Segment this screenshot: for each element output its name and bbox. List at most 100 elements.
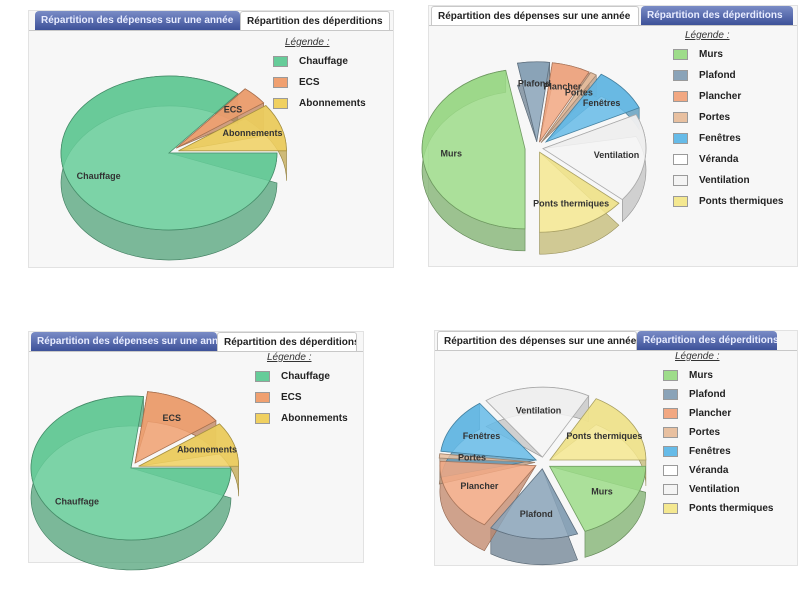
legend-swatch xyxy=(663,427,678,438)
legend-label: Véranda xyxy=(689,465,729,476)
legend-title: Légende : xyxy=(675,351,720,362)
legend-swatch xyxy=(673,112,688,123)
pie-slice[interactable] xyxy=(544,73,640,143)
slice-label: Abonnements xyxy=(177,445,237,455)
slice-label: Plafond xyxy=(520,509,553,519)
legend-item: Ventilation xyxy=(663,482,740,501)
legend-swatch xyxy=(673,91,688,102)
slice-label: Abonnements xyxy=(222,128,282,138)
tab-deperditions[interactable]: Répartition des déperditions xyxy=(637,331,777,350)
pie-slice[interactable] xyxy=(440,402,538,461)
pie-slice[interactable] xyxy=(134,391,217,464)
slice-label: Ponts thermiques xyxy=(566,431,642,441)
legend-swatch xyxy=(663,446,678,457)
pie-slice[interactable] xyxy=(30,395,232,541)
slice-label: Chauffage xyxy=(55,497,99,507)
legend-item: Abonnements xyxy=(255,411,348,432)
tab-deperditions[interactable]: Répartition des déperditions xyxy=(217,332,357,351)
pie-chart: MursPlafondPlancherPortesFenêtresVentila… xyxy=(438,386,647,566)
tab-depenses[interactable]: Répartition des dépenses sur une année xyxy=(437,331,637,350)
pie-slice[interactable] xyxy=(60,75,278,231)
slice-label: Chauffage xyxy=(77,171,121,181)
legend-label: Fenêtres xyxy=(689,446,731,457)
tab-depenses[interactable]: Répartition des dépenses sur une année xyxy=(31,332,217,351)
tab-depenses[interactable]: Répartition des dépenses sur une année xyxy=(35,11,240,30)
legend-item: ECS xyxy=(273,75,330,96)
legend-item: Ventilation xyxy=(673,173,750,194)
tab-divider xyxy=(29,351,363,352)
pie-slice[interactable] xyxy=(549,398,647,461)
pie-slice[interactable] xyxy=(439,460,537,526)
slice-label: Fenêtres xyxy=(463,431,501,441)
legend-label: Portes xyxy=(699,112,731,123)
legend-label: ECS xyxy=(281,392,302,403)
tab-depenses[interactable]: Répartition des dépenses sur une année xyxy=(431,6,639,25)
pie-slice[interactable] xyxy=(539,151,620,233)
slice-label: ECS xyxy=(224,105,243,115)
legend-item: Ponts thermiques xyxy=(663,501,773,520)
legend-item: Plancher xyxy=(663,406,731,425)
legend-swatch xyxy=(273,77,288,88)
legend: Légende : Murs Plafond Plancher Portes F… xyxy=(663,351,773,520)
legend-label: Chauffage xyxy=(281,371,330,382)
pie-slice[interactable] xyxy=(421,69,526,230)
legend-swatch xyxy=(673,196,688,207)
pie-slice[interactable] xyxy=(176,88,265,149)
chart-panel-bottom-right: Répartition des dépenses sur une année R… xyxy=(434,330,798,566)
chart-panel-bottom-left: Répartition des dépenses sur une année R… xyxy=(28,331,364,571)
legend-label: ECS xyxy=(299,77,320,88)
legend-swatch xyxy=(673,154,688,165)
legend-label: Ponts thermiques xyxy=(689,503,774,514)
legend-swatch xyxy=(663,484,678,495)
slice-label: ECS xyxy=(162,413,181,423)
pie-slice[interactable] xyxy=(485,386,590,458)
legend-label: Ventilation xyxy=(699,175,750,186)
chart-panel-top-left: Répartition des dépenses sur une année R… xyxy=(28,10,394,268)
slice-label: Murs xyxy=(591,487,613,497)
legend-item: Fenêtres xyxy=(673,131,741,152)
legend-label: Plafond xyxy=(699,70,736,81)
legend-item: Plafond xyxy=(673,68,736,89)
legend-item: Véranda xyxy=(673,152,738,173)
legend-label: Abonnements xyxy=(299,98,366,109)
pie-slice[interactable] xyxy=(138,423,240,467)
pie-slice[interactable] xyxy=(548,465,647,532)
pie-slice[interactable] xyxy=(438,453,536,463)
pie-chart: Chauffage ECS Abonnements xyxy=(60,75,287,261)
pie-slice[interactable] xyxy=(542,114,647,201)
pie-slice[interactable] xyxy=(540,72,597,143)
tab-divider xyxy=(29,30,393,31)
legend: Légende : Chauffage ECS Abonnements xyxy=(255,352,348,432)
legend-swatch xyxy=(673,175,688,186)
pie-slice[interactable] xyxy=(178,105,287,152)
legend-item: Fenêtres xyxy=(663,444,731,463)
legend-title: Légende : xyxy=(685,30,730,41)
pie-chart: MursPlafondPlancherPortesFenêtresVentila… xyxy=(421,61,647,255)
tab-bar: Répartition des dépenses sur une année R… xyxy=(429,6,797,26)
slice-label: Plafond xyxy=(518,79,551,89)
pie-chart: Chauffage ECS Abonnements xyxy=(30,391,240,571)
pie-slice[interactable] xyxy=(490,468,579,540)
legend-swatch xyxy=(663,389,678,400)
tab-bar: Répartition des dépenses sur une année R… xyxy=(29,11,393,31)
slice-label: Ventilation xyxy=(516,405,562,415)
legend-item: Abonnements xyxy=(273,96,366,117)
legend-label: Ponts thermiques xyxy=(699,196,784,207)
legend-swatch xyxy=(663,503,678,514)
pie-slice[interactable] xyxy=(516,61,551,142)
legend-label: Chauffage xyxy=(299,56,348,67)
legend-label: Véranda xyxy=(699,154,739,165)
legend-label: Abonnements xyxy=(281,413,348,424)
slice-label: Plancher xyxy=(460,481,499,491)
legend-item: Véranda xyxy=(663,463,728,482)
legend-swatch xyxy=(673,70,688,81)
tab-deperditions[interactable]: Répartition des déperditions xyxy=(240,11,390,30)
legend-item: Murs xyxy=(673,47,730,68)
legend-label: Plafond xyxy=(689,389,726,400)
slice-label: Fenêtres xyxy=(583,98,621,108)
slice-label: Murs xyxy=(440,149,462,159)
pie-slice[interactable] xyxy=(539,62,590,143)
tab-deperditions[interactable]: Répartition des déperditions xyxy=(641,6,793,25)
legend-item: Portes xyxy=(673,110,730,131)
legend-swatch xyxy=(663,370,678,381)
